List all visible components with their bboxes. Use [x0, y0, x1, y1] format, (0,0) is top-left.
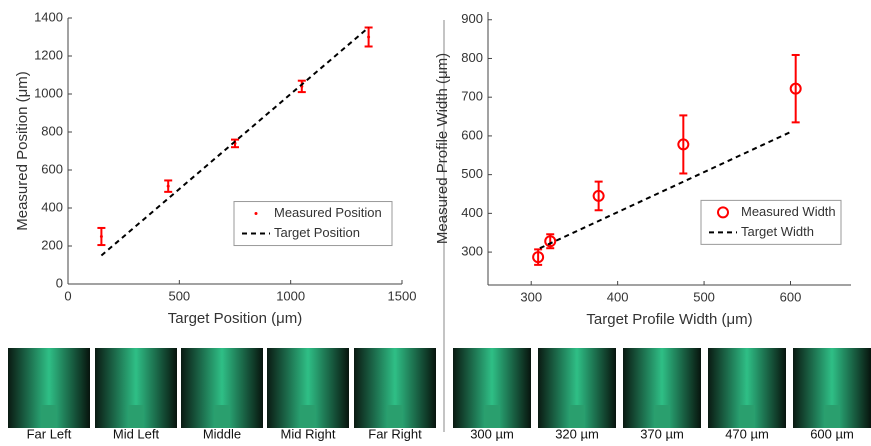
x-tick-label: 500 — [693, 289, 715, 304]
nozzle — [128, 405, 144, 428]
x-tick-label: 0 — [64, 288, 71, 303]
y-tick-label: 1200 — [34, 47, 63, 62]
image-caption: Far Left — [27, 426, 72, 441]
marker — [544, 235, 557, 248]
y-tick-label: 200 — [41, 237, 63, 252]
y-axis-label: Measured Position (μm) — [14, 71, 31, 231]
marker — [99, 235, 103, 238]
nozzle — [824, 405, 840, 428]
image-caption: Middle — [203, 426, 241, 441]
image-caption: 300 µm — [470, 426, 514, 441]
image-caption: Far Right — [368, 426, 422, 441]
y-tick-label: 1400 — [34, 9, 63, 24]
error-bar — [791, 53, 800, 124]
marker — [166, 184, 170, 188]
marker — [677, 138, 690, 151]
legend-label: Target Position — [274, 225, 360, 240]
legend-swatch — [254, 212, 258, 216]
legend-box — [233, 201, 393, 247]
nozzle — [300, 405, 316, 428]
y-tick-label: 800 — [41, 123, 63, 138]
nozzle — [484, 405, 500, 428]
y-tick-label: 900 — [461, 11, 483, 26]
y-tick-label: 400 — [41, 199, 63, 214]
x-tick-label: 600 — [780, 289, 802, 304]
image-caption: Mid Left — [113, 426, 160, 441]
image-caption: 600 µm — [810, 426, 854, 441]
y-tick-label: 700 — [461, 89, 483, 104]
x-axis-label: Target Profile Width (μm) — [586, 311, 752, 328]
x-tick-label: 1500 — [388, 288, 417, 303]
legend-label: Measured Width — [741, 204, 836, 219]
y-tick-label: 500 — [461, 166, 483, 181]
target-line — [100, 26, 370, 257]
marker — [592, 189, 605, 202]
marker — [789, 82, 802, 95]
y-tick-label: 400 — [461, 205, 483, 220]
error-bar — [594, 180, 603, 212]
nozzle — [569, 405, 585, 428]
error-bar — [679, 114, 688, 175]
y-tick-label: 0 — [56, 275, 63, 290]
x-tick-label: 300 — [520, 289, 542, 304]
nozzle — [654, 405, 670, 428]
image-caption: Mid Right — [281, 426, 336, 441]
image-caption: 470 µm — [725, 426, 769, 441]
nozzle — [214, 405, 230, 428]
y-tick-label: 300 — [461, 244, 483, 259]
y-tick-label: 1000 — [34, 85, 63, 100]
image-caption: 320 µm — [555, 426, 599, 441]
legend-swatch — [717, 206, 729, 219]
y-tick-label: 800 — [461, 50, 483, 65]
x-axis-label: Target Position (μm) — [168, 310, 303, 327]
x-tick-label: 500 — [168, 288, 190, 303]
y-tick-label: 600 — [461, 127, 483, 142]
nozzle — [739, 405, 755, 428]
y-tick-label: 600 — [41, 161, 63, 176]
marker — [532, 251, 545, 264]
nozzle — [41, 405, 57, 428]
legend-label: Target Width — [741, 224, 814, 239]
legend-label: Measured Position — [274, 205, 382, 220]
x-tick-label: 1000 — [276, 288, 305, 303]
image-caption: 370 µm — [640, 426, 684, 441]
target-line — [539, 131, 791, 250]
marker — [367, 35, 371, 39]
nozzle — [387, 405, 403, 428]
x-tick-label: 400 — [607, 289, 629, 304]
y-axis-label: Measured Profile Width (μm) — [434, 53, 451, 244]
